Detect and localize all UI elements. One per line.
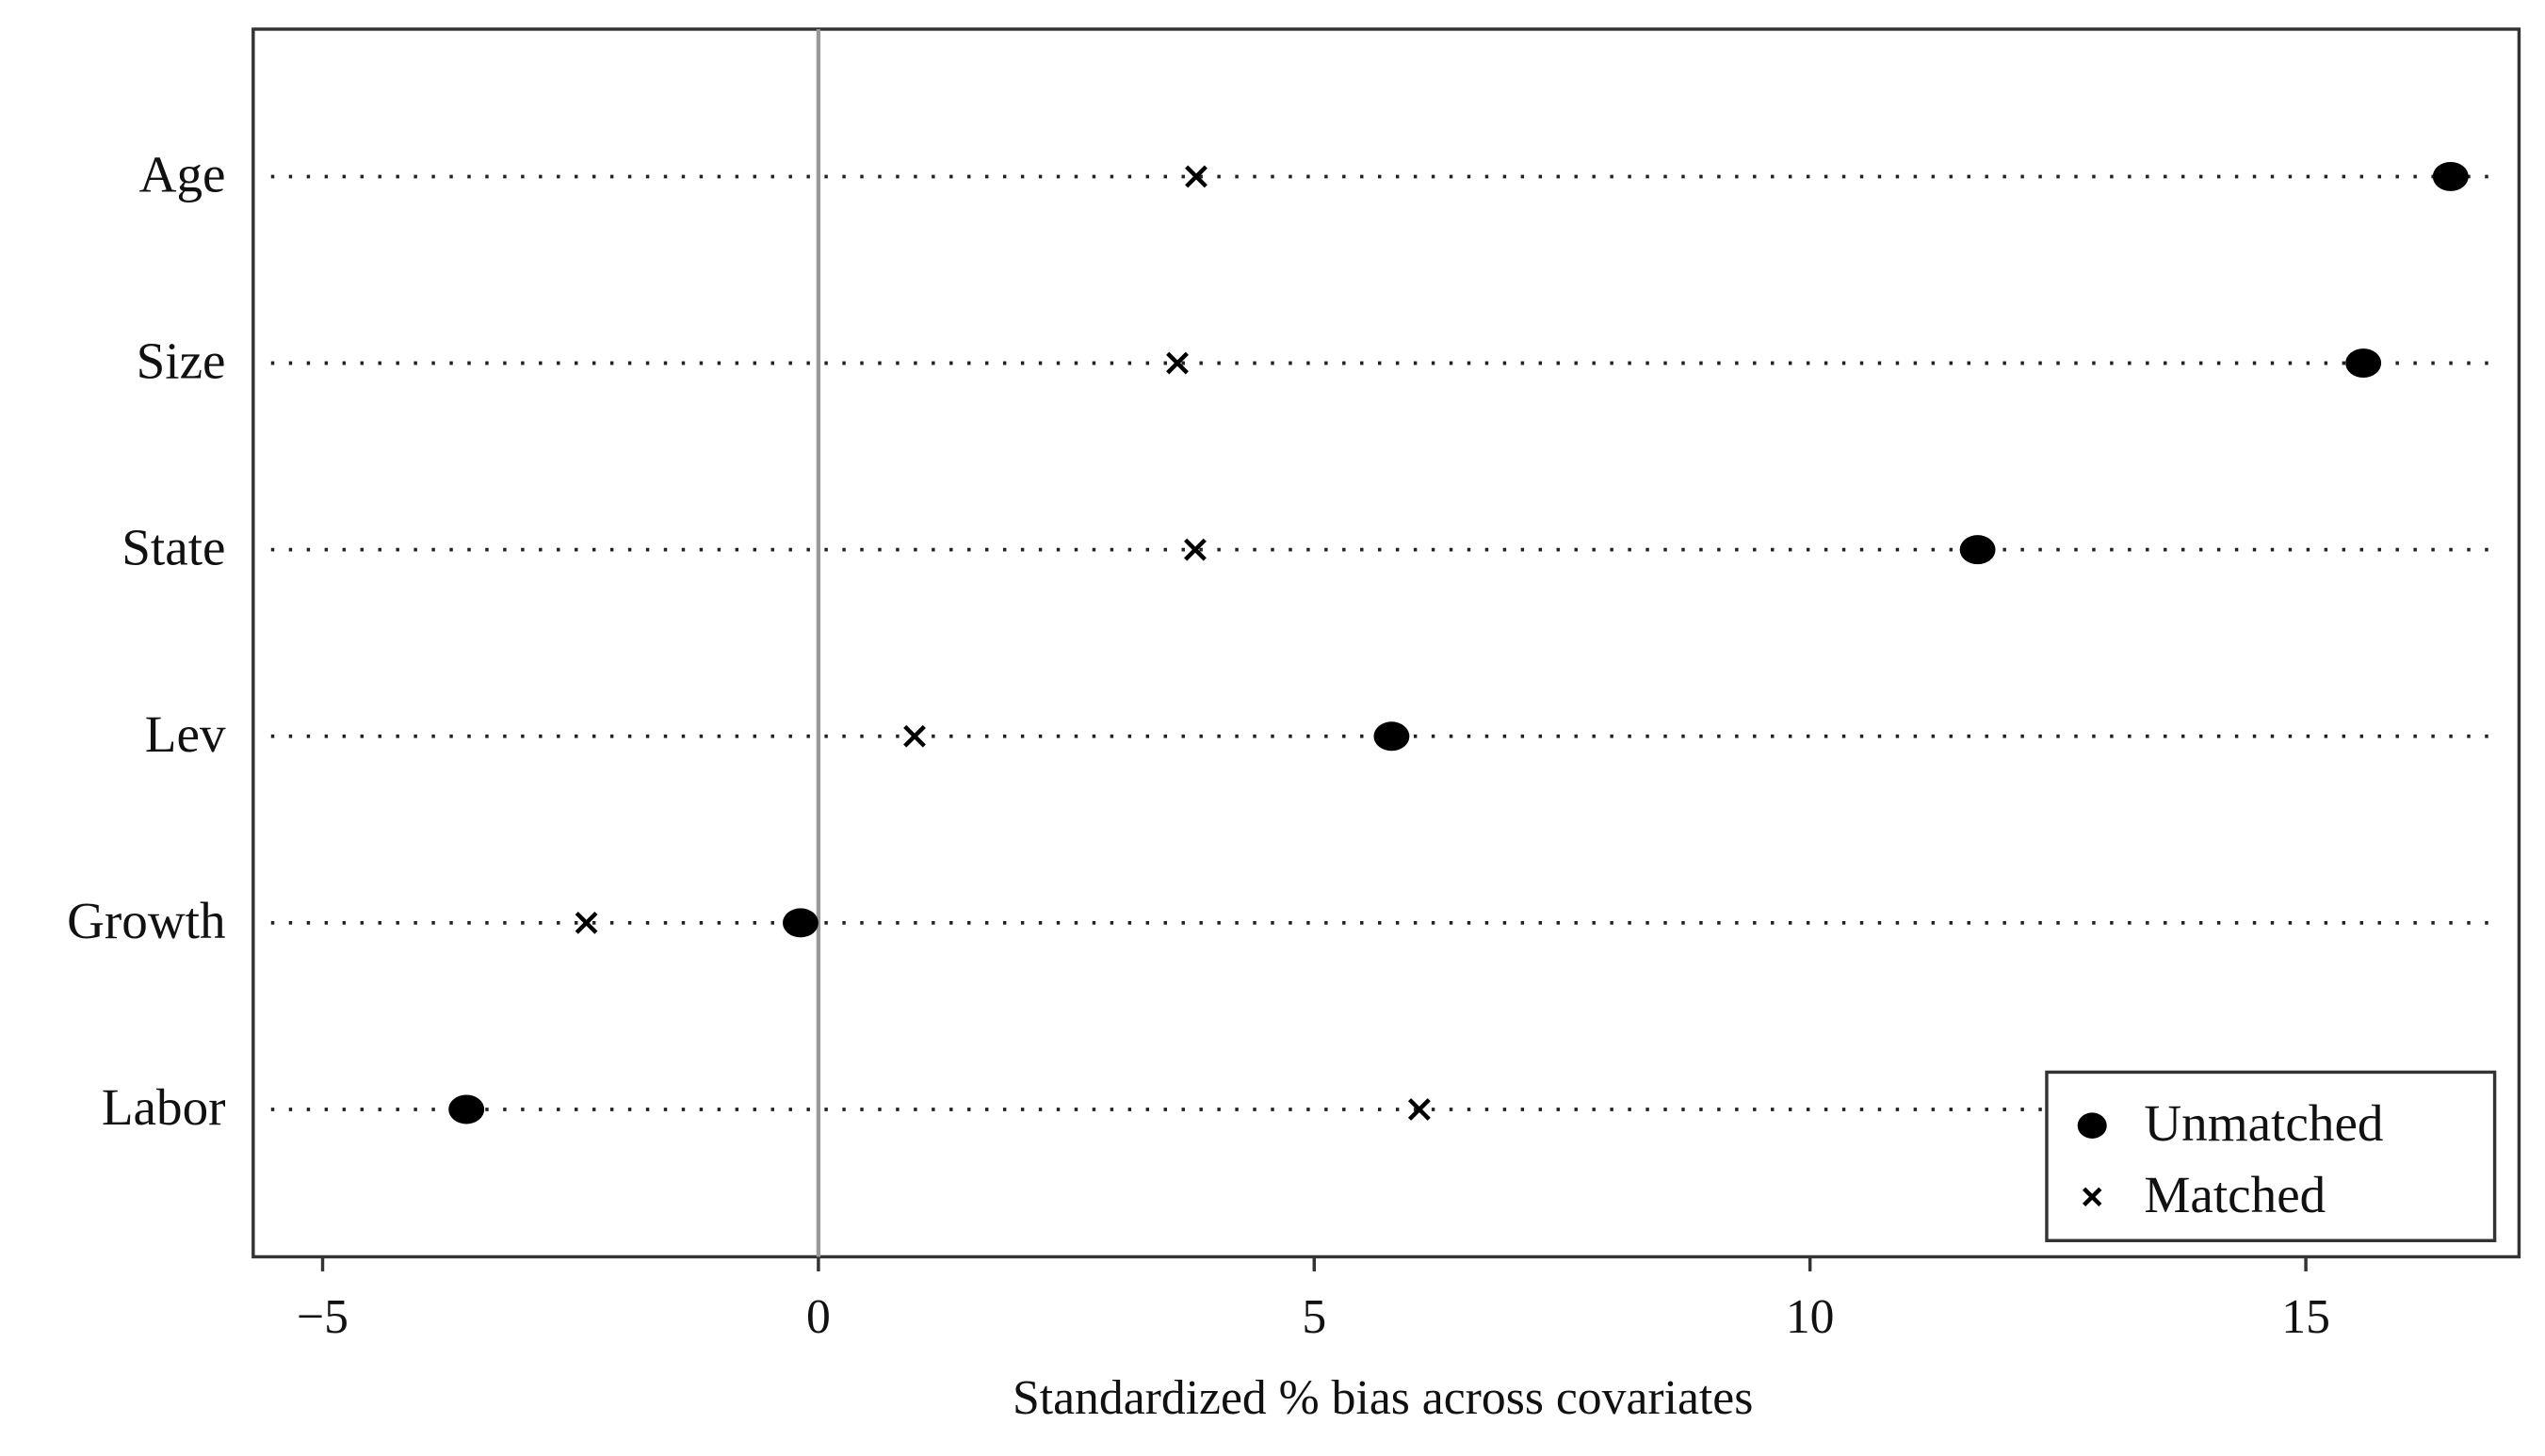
legend-label: Unmatched [2144,1094,2383,1152]
plot-frame [251,27,2521,1259]
x-axis-title: Standardized % bias across covariates [1013,1371,1753,1425]
legend-frame [2045,1070,2497,1243]
y-tick-label: Age [139,146,226,203]
y-tick-label: Labor [102,1078,226,1136]
x-tick-label: −5 [297,1290,349,1344]
y-tick-label: Lev [145,705,226,763]
matched-point [1184,538,1207,561]
legend-label: Matched [2144,1166,2326,1223]
unmatched-point [1959,535,1996,565]
unmatched-point [2345,348,2382,379]
x-tick-label: 15 [2281,1290,2330,1344]
legend-symbol [2077,1112,2107,1139]
unmatched-point [783,908,819,938]
unmatched-point [2432,161,2469,191]
matched-point [575,911,598,934]
matched-point [1185,165,1208,188]
y-tick-label: State [122,519,225,576]
x-tick-label: 0 [806,1290,831,1344]
matched-point [1407,1098,1431,1121]
legend: Unmatched Matched [2045,1070,2497,1243]
unmatched-point [1373,721,1410,752]
y-tick-label: Growth [67,892,225,949]
legend-symbol [2083,1187,2102,1207]
legend-marker [2083,1187,2102,1207]
matched-point [903,724,926,748]
x-tick-label: 5 [1302,1290,1326,1344]
x-tick-label: 10 [1786,1290,1835,1344]
unmatched-point [448,1094,485,1124]
matched-point [1166,351,1189,375]
legend-marker [2077,1112,2107,1139]
y-tick-label: Size [137,332,226,390]
